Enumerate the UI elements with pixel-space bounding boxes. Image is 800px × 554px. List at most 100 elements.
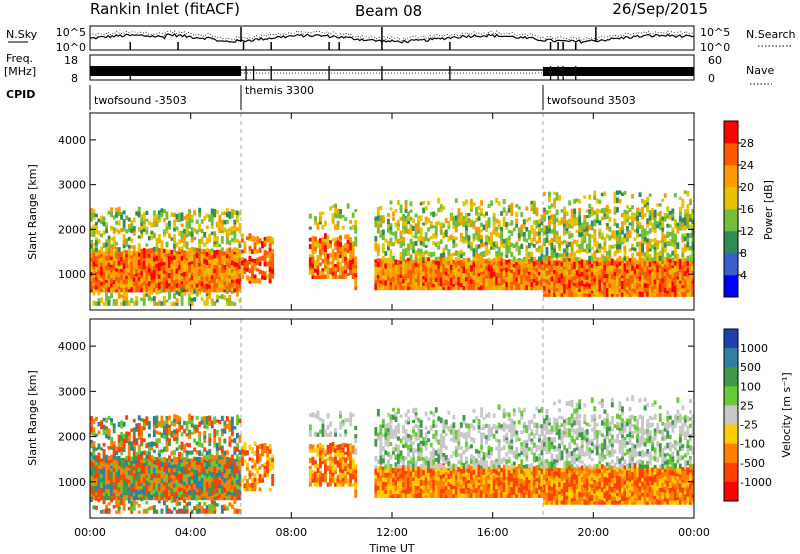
- heatmap-cell: [507, 282, 511, 287]
- heatmap-cell: [213, 301, 217, 306]
- heatmap-cell: [580, 259, 584, 265]
- heatmap-cell: [198, 464, 202, 468]
- cpid-segment-label: themis 3300: [245, 84, 314, 97]
- heatmap-cell: [621, 265, 624, 271]
- heatmap-cell: [210, 486, 214, 491]
- heatmap-cell: [568, 224, 572, 229]
- heatmap-cell: [666, 223, 670, 228]
- heatmap-cell: [225, 477, 229, 481]
- heatmap-cell: [92, 282, 96, 286]
- heatmap-cell: [563, 293, 566, 297]
- heatmap-cell: [321, 444, 325, 449]
- heatmap-cell: [105, 287, 108, 293]
- heatmap-cell: [145, 443, 149, 449]
- heatmap-cell: [613, 209, 617, 215]
- heatmap-cell: [603, 270, 607, 275]
- heatmap-cell: [618, 226, 622, 232]
- heatmap-cell: [590, 256, 594, 261]
- heatmap-cell: [155, 267, 159, 273]
- heatmap-cell: [195, 504, 199, 509]
- heatmap-cell: [117, 472, 121, 478]
- heatmap-cell: [550, 214, 554, 220]
- heatmap-cell: [263, 462, 267, 466]
- heatmap-cell: [215, 429, 219, 436]
- heatmap-cell: [354, 286, 358, 291]
- heatmap-cell: [208, 480, 212, 485]
- heatmap-cell: [593, 190, 597, 196]
- heatmap-cell: [127, 244, 131, 249]
- heatmap-cell: [117, 506, 121, 511]
- heatmap-cell: [122, 434, 126, 439]
- heatmap-cell: [329, 453, 332, 457]
- heatmap-cell: [573, 208, 577, 215]
- heatmap-cell: [477, 237, 481, 242]
- heatmap-cell: [578, 285, 582, 289]
- heatmap-cell: [120, 499, 124, 505]
- heatmap-cell: [105, 472, 108, 478]
- heatmap-cell: [663, 264, 667, 269]
- heatmap-cell: [648, 215, 652, 221]
- heatmap-cell: [525, 275, 529, 282]
- heatmap-cell: [170, 492, 174, 496]
- heatmap-cell: [583, 215, 587, 220]
- heatmap-cell: [442, 264, 446, 270]
- heatmap-cell: [107, 296, 111, 301]
- heatmap-cell: [641, 212, 644, 216]
- heatmap-cell: [215, 503, 219, 507]
- heatmap-cell: [180, 230, 184, 237]
- heatmap-cell: [505, 254, 509, 258]
- heatmap-cell: [603, 236, 607, 243]
- heatmap-cell: [648, 238, 652, 244]
- heatmap-cell: [163, 284, 166, 289]
- heatmap-cell: [646, 218, 650, 224]
- heatmap-cell: [653, 279, 657, 285]
- heatmap-cell: [548, 240, 551, 245]
- heatmap-cell: [132, 446, 136, 451]
- heatmap-cell: [339, 254, 342, 259]
- heatmap-cell: [510, 230, 514, 237]
- heatmap-cell: [132, 482, 136, 486]
- heatmap-cell: [563, 230, 566, 236]
- heatmap-cell: [384, 258, 388, 264]
- heatmap-cell: [646, 287, 650, 292]
- heatmap-cell: [656, 203, 660, 207]
- heatmap-cell: [678, 258, 682, 264]
- heatmap-cell: [326, 433, 330, 437]
- heatmap-cell: [314, 250, 317, 254]
- heatmap-cell: [200, 285, 204, 290]
- heatmap-cell: [419, 227, 423, 232]
- heatmap-cell: [213, 488, 217, 495]
- heatmap-cell: [132, 231, 136, 236]
- heatmap-cell: [573, 213, 577, 219]
- heatmap-cell: [246, 487, 249, 492]
- heatmap-cell: [339, 246, 342, 252]
- heatmap-cell: [376, 227, 380, 231]
- heatmap-cell: [271, 258, 275, 262]
- heatmap-cell: [157, 500, 161, 504]
- heatmap-cell: [565, 244, 569, 249]
- heatmap-cell: [616, 223, 619, 228]
- heatmap-cell: [308, 472, 312, 478]
- heatmap-cell: [120, 276, 124, 281]
- heatmap-cell: [510, 220, 514, 226]
- heatmap-cell: [147, 490, 151, 496]
- heatmap-cell: [449, 277, 453, 281]
- heatmap-cell: [314, 471, 317, 476]
- heatmap-cell: [127, 440, 131, 446]
- heatmap-cell: [593, 274, 597, 278]
- heatmap-cell: [384, 472, 388, 478]
- heatmap-cell: [110, 256, 113, 260]
- heatmap-cell: [374, 274, 378, 280]
- heatmap-cell: [510, 285, 514, 291]
- heatmap-cell: [122, 464, 126, 470]
- heatmap-cell: [215, 477, 219, 483]
- heatmap-cell: [92, 418, 96, 424]
- heatmap-cell: [570, 250, 574, 256]
- heatmap-cell: [165, 490, 169, 496]
- heatmap-cell: [225, 468, 229, 474]
- heatmap-cell: [90, 493, 93, 497]
- heatmap-cell: [638, 208, 642, 212]
- heatmap-cell: [220, 508, 224, 514]
- heatmap-cell: [480, 274, 483, 278]
- heatmap-cell: [236, 274, 239, 279]
